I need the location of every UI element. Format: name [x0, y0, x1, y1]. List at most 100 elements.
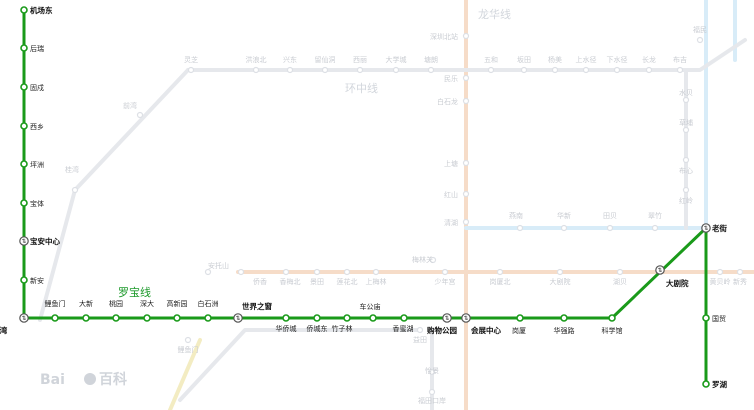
interchange-icon: ⇅ — [235, 315, 240, 322]
background-station-label: 安托山 — [208, 261, 229, 270]
background-station-marker — [428, 368, 436, 376]
station-marker[interactable] — [204, 314, 212, 322]
background-station-marker — [441, 268, 449, 276]
background-station-marker — [556, 268, 564, 276]
background-station-marker — [372, 268, 380, 276]
baidu-watermark: Bai 百科 — [40, 371, 127, 388]
background-station-label: 上塘 — [444, 159, 458, 168]
background-station-label: 白石龙 — [437, 97, 458, 106]
station-label: 西乡 — [30, 123, 44, 131]
station-label: 深大 — [140, 299, 154, 308]
station-marker[interactable] — [51, 314, 59, 322]
background-station-label: 草埔 — [679, 118, 693, 127]
background-station-marker — [682, 186, 690, 194]
background-station-marker — [429, 256, 437, 264]
interchange-icon: ⇅ — [21, 315, 26, 322]
grey-line-faint-south — [178, 328, 422, 402]
background-station-label: 上水径 — [576, 55, 597, 64]
station-marker[interactable] — [112, 314, 120, 322]
station-label: 华侨城 — [276, 324, 297, 333]
background-station-label: 少年宫 — [435, 277, 456, 286]
background-station-marker — [613, 66, 621, 74]
background-station-marker — [187, 66, 195, 74]
station-marker[interactable] — [282, 314, 290, 322]
background-station-marker — [496, 268, 504, 276]
background-station-label: 香梅北 — [280, 277, 301, 286]
background-station-label: 桂湾 — [65, 165, 79, 174]
station-marker[interactable] — [233, 313, 243, 323]
background-station-label: 布吉 — [673, 55, 687, 64]
background-station-label: 莲花北 — [337, 277, 358, 286]
station-label: 华强路 — [554, 326, 575, 335]
background-station-label: 长龙 — [642, 55, 656, 64]
station-label: 会展中心 — [471, 325, 501, 335]
background-station-marker — [343, 268, 351, 276]
background-station-label: 布心 — [679, 166, 693, 175]
station-marker[interactable] — [82, 314, 90, 322]
station-marker[interactable] — [343, 314, 351, 322]
station-marker[interactable] — [20, 44, 28, 52]
background-station-label: 上梅林 — [366, 277, 387, 286]
station-marker[interactable] — [20, 276, 28, 284]
background-station-label: 留仙洞 — [315, 55, 336, 64]
station-label: 侨城东 — [307, 324, 328, 333]
background-station-marker — [356, 66, 364, 74]
background-station-label: 民乐 — [444, 74, 458, 83]
background-station-marker — [616, 268, 624, 276]
background-station-label: 大剧院 — [550, 277, 571, 286]
station-label: 前海湾 — [0, 325, 8, 335]
station-marker[interactable] — [20, 160, 28, 168]
background-station-marker — [321, 66, 329, 74]
background-station-label: 福田口岸 — [418, 396, 446, 405]
station-marker[interactable] — [143, 314, 151, 322]
background-station-marker — [682, 156, 690, 164]
background-station-label: 西丽 — [353, 56, 367, 64]
station-label: 国贸 — [712, 314, 726, 323]
background-station-marker — [462, 190, 470, 198]
background-station-marker — [462, 97, 470, 105]
station-marker[interactable] — [655, 265, 665, 275]
background-station-marker — [71, 186, 79, 194]
station-marker[interactable] — [20, 199, 28, 207]
interchange-icon: ⇅ — [444, 315, 449, 322]
background-station-label: 湖贝 — [613, 277, 627, 286]
background-station-label: 红岭 — [679, 196, 693, 205]
station-marker[interactable] — [701, 223, 711, 233]
background-station-label: 怡景 — [425, 366, 439, 375]
background-station-marker — [204, 268, 212, 276]
background-station-label: 前湾 — [123, 101, 137, 110]
background-station-marker — [286, 66, 294, 74]
station-label: 世界之窗 — [242, 301, 272, 311]
station-marker[interactable] — [560, 314, 568, 322]
station-marker[interactable] — [313, 314, 321, 322]
background-station-label: 洪浪北 — [246, 55, 267, 64]
background-station-marker — [462, 218, 470, 226]
background-station-marker — [645, 66, 653, 74]
station-marker[interactable] — [461, 313, 471, 323]
station-label: 鲤鱼门 — [45, 299, 66, 308]
paw-icon — [84, 373, 96, 385]
station-label: 白石洲 — [198, 299, 219, 308]
station-marker[interactable] — [442, 313, 452, 323]
background-station-marker — [676, 66, 684, 74]
background-station-label: 坂田 — [517, 55, 531, 64]
station-marker[interactable] — [20, 83, 28, 91]
station-label: 科学馆 — [602, 326, 623, 335]
station-marker[interactable] — [702, 380, 710, 388]
background-station-label: 大学城 — [386, 55, 407, 64]
station-marker[interactable] — [19, 236, 29, 246]
interchange-icon: ⇅ — [463, 315, 468, 322]
station-marker[interactable] — [20, 6, 28, 14]
station-marker[interactable] — [20, 122, 28, 130]
station-marker[interactable] — [173, 314, 181, 322]
background-station-marker — [428, 388, 436, 396]
station-marker[interactable] — [400, 314, 408, 322]
station-marker[interactable] — [702, 314, 710, 322]
background-station-marker — [716, 268, 724, 276]
station-marker[interactable] — [19, 313, 29, 323]
background-station-marker — [520, 66, 528, 74]
background-station-marker — [184, 336, 192, 344]
station-marker[interactable] — [369, 314, 377, 322]
station-marker[interactable] — [608, 314, 616, 322]
station-marker[interactable] — [516, 314, 524, 322]
